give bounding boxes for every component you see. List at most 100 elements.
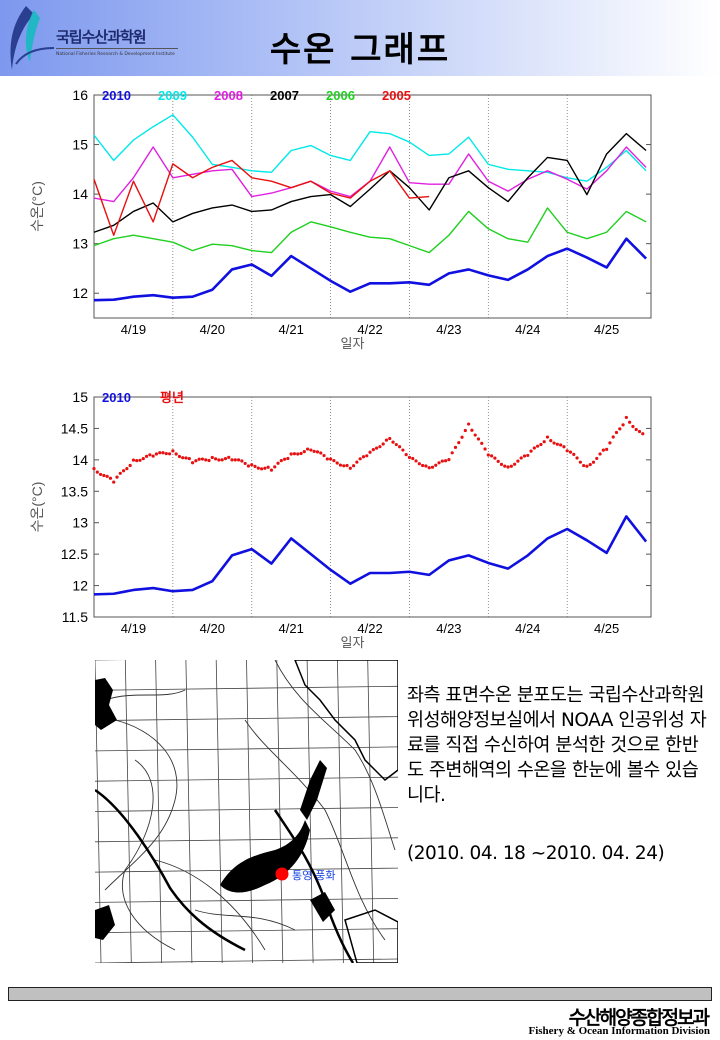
temperature-chart-yearly: 12 13 14 15 16 4/19 4/20 4/21 4/22 4/23 4/24 4/25 일자… (29, 87, 652, 350)
data-point (342, 464, 346, 468)
data-point (243, 461, 247, 466)
map-period: (2010. 04. 18 ~2010. 04. 24) (407, 843, 665, 864)
data-point (355, 460, 359, 464)
legend-entry: 평년 (160, 390, 184, 405)
data-point (105, 474, 109, 478)
data-point (519, 456, 523, 460)
data-point (181, 456, 185, 460)
data-point (637, 429, 642, 434)
y-tick-label: 12.5 (61, 546, 88, 562)
data-point (240, 459, 244, 463)
data-point (440, 459, 444, 463)
data-point (588, 462, 592, 467)
y-axis-label: 수온(°C) (29, 181, 45, 232)
data-point (135, 459, 139, 463)
data-point (628, 420, 632, 424)
data-point (154, 452, 159, 456)
data-point (348, 466, 352, 470)
data-point (315, 450, 320, 454)
data-point (473, 433, 477, 437)
data-point (513, 462, 517, 466)
data-point (424, 464, 428, 468)
data-point (545, 435, 550, 439)
y-tick-label: 14 (72, 452, 88, 468)
y-tick-label: 12 (72, 285, 88, 301)
data-point (591, 460, 596, 464)
data-point (125, 466, 129, 471)
data-point (210, 455, 214, 460)
data-point (220, 458, 224, 462)
series-line-2010 (93, 515, 648, 596)
data-point (516, 459, 520, 463)
data-point (463, 428, 467, 433)
data-point (141, 456, 145, 461)
data-point (486, 453, 490, 457)
data-point (325, 457, 329, 461)
data-point (378, 445, 382, 449)
data-point (499, 462, 504, 466)
data-point (480, 441, 484, 445)
data-point (496, 459, 500, 463)
y-axis-label: 수온(°C) (29, 482, 45, 533)
x-tick-label: 4/22 (357, 322, 382, 337)
data-point (453, 445, 458, 449)
data-point (95, 470, 99, 474)
data-point (601, 448, 605, 452)
x-axis-label: 일자 (341, 635, 365, 650)
data-point (503, 464, 507, 468)
data-point (457, 440, 461, 445)
data-point (539, 442, 543, 447)
data-point (522, 454, 527, 458)
data-point (578, 460, 582, 464)
data-point (309, 448, 313, 452)
data-point (358, 457, 362, 461)
data-point (476, 437, 481, 441)
data-point (184, 456, 188, 460)
data-point (207, 458, 211, 463)
data-point (549, 438, 553, 443)
data-point (276, 461, 280, 465)
y-tick-label: 14 (72, 186, 88, 202)
series-line-2006 (93, 207, 647, 254)
data-point (197, 457, 201, 461)
data-point (595, 456, 599, 461)
data-point (365, 454, 369, 458)
temperature-chart-normal: 11.5 12 12.5 13 13.5 14 14.5 15 4/19 4/20 4/21 4/22… (29, 389, 652, 650)
data-point (158, 451, 162, 455)
data-point (398, 445, 402, 449)
data-point (582, 463, 586, 468)
series-line-2005 (93, 159, 430, 236)
y-tick-label: 15 (72, 389, 88, 405)
series-line-2010 (93, 237, 647, 302)
data-point (345, 463, 349, 468)
data-point (118, 471, 122, 475)
data-point (223, 456, 228, 461)
page-title: 수온 그래프 (269, 30, 451, 70)
data-point (641, 432, 645, 436)
data-point (388, 436, 392, 441)
x-tick-label: 4/20 (200, 621, 225, 636)
data-point (417, 462, 421, 466)
x-tick-label: 4/22 (357, 621, 382, 636)
data-point (266, 465, 270, 469)
data-point (302, 450, 306, 454)
data-point (375, 446, 379, 450)
data-point (470, 428, 474, 432)
data-point (605, 447, 609, 451)
plot-area (93, 396, 652, 618)
data-point (329, 457, 333, 461)
data-point (190, 461, 195, 465)
data-point (273, 465, 277, 469)
data-point (289, 452, 293, 456)
x-tick-label: 4/24 (515, 322, 540, 337)
data-point (151, 454, 155, 458)
data-point (506, 465, 510, 469)
data-point (263, 466, 267, 470)
y-tick-label: 12 (72, 578, 88, 594)
data-point (174, 452, 178, 456)
data-point (269, 468, 274, 472)
data-point (437, 461, 441, 465)
footer-org-english: Fishery & Ocean Information Division (528, 1025, 711, 1037)
logo-subtitle: National Fisheries Research & Developmen… (56, 52, 175, 57)
station-marker (275, 867, 289, 881)
